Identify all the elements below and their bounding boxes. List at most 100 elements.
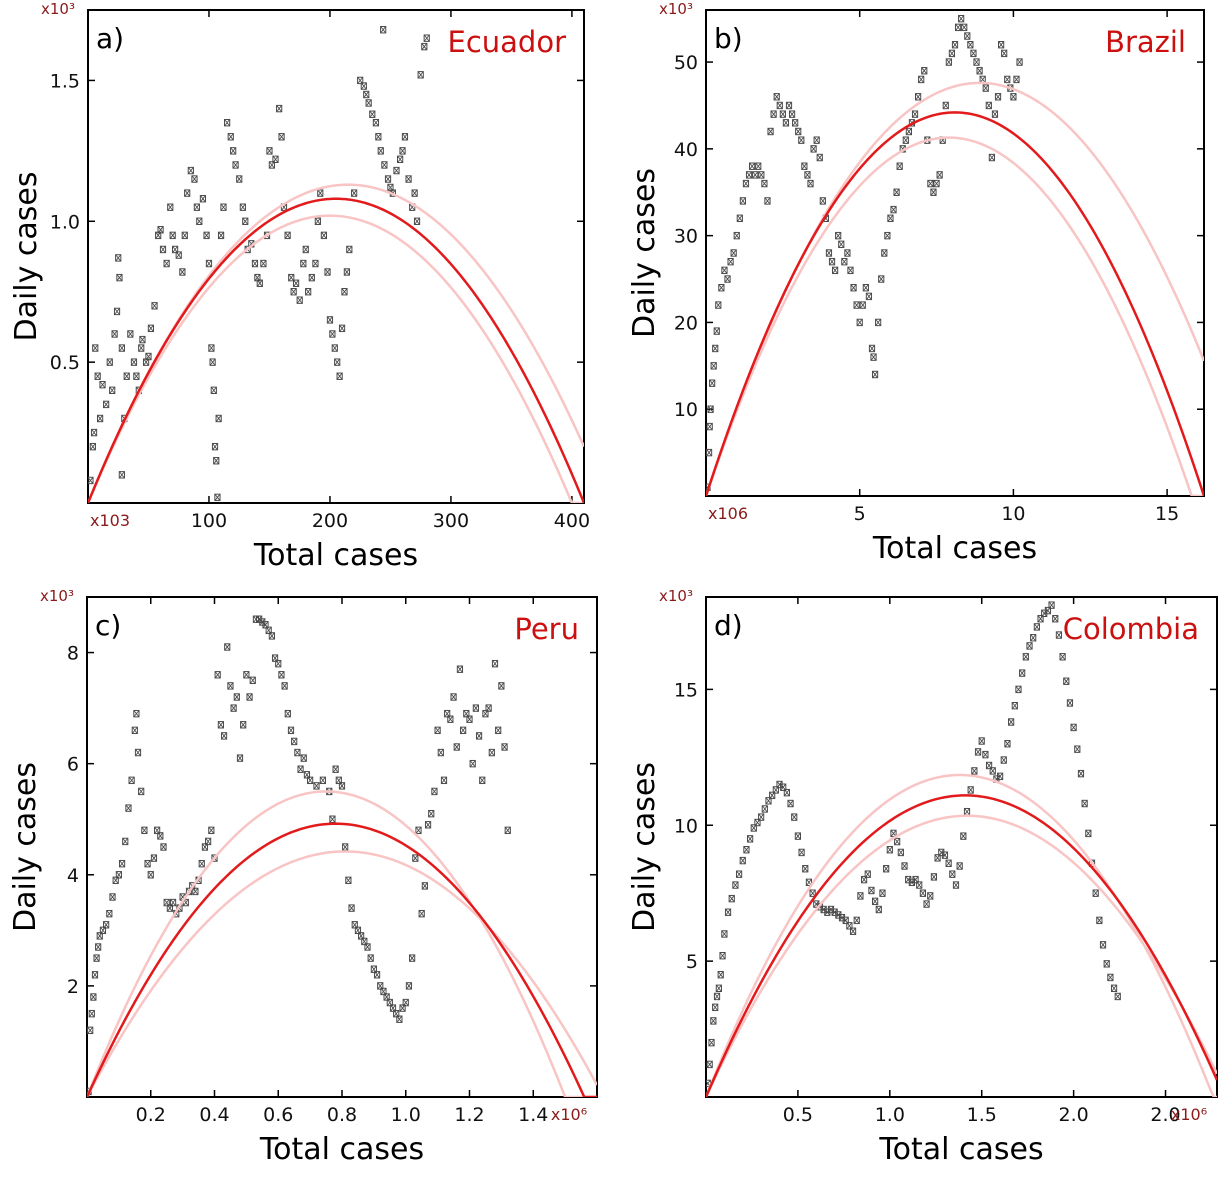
data-point xyxy=(791,813,798,821)
data-point xyxy=(276,104,283,113)
data-point xyxy=(381,161,388,169)
data-point xyxy=(163,259,170,268)
data-point xyxy=(196,217,203,225)
data-point xyxy=(841,257,848,266)
data-point xyxy=(930,188,937,196)
confidence-lower xyxy=(706,136,1204,496)
data-point xyxy=(853,916,860,925)
data-point xyxy=(739,197,746,205)
data-point xyxy=(287,726,295,735)
data-point xyxy=(128,776,135,785)
data-point xyxy=(324,268,331,276)
data-point xyxy=(901,862,908,870)
x-axis-label: Total cases xyxy=(872,531,1037,566)
data-point xyxy=(1004,75,1011,84)
data-point xyxy=(472,704,479,712)
data-point xyxy=(728,894,735,903)
data-point xyxy=(933,179,940,188)
data-point xyxy=(733,231,740,240)
data-point xyxy=(706,1060,713,1069)
confidence-upper xyxy=(706,81,1204,496)
data-point xyxy=(1074,745,1081,753)
data-point xyxy=(949,870,956,878)
data-point xyxy=(431,787,438,796)
data-point xyxy=(857,892,864,900)
x-tick-label: 1.2 xyxy=(454,1104,484,1126)
data-point xyxy=(127,330,134,338)
x-tick-label: 0.2 xyxy=(136,1104,166,1126)
data-point xyxy=(205,259,213,268)
data-point xyxy=(721,266,728,275)
data-point xyxy=(1026,642,1033,650)
data-point xyxy=(879,889,886,897)
data-point xyxy=(424,821,432,829)
data-points xyxy=(88,26,430,502)
data-point xyxy=(856,318,863,327)
data-point xyxy=(456,665,464,673)
y-tick-label: 40 xyxy=(674,139,698,161)
data-point xyxy=(713,992,721,1001)
data-point xyxy=(479,776,486,785)
x-tick-label: 10 xyxy=(1001,503,1025,525)
data-point xyxy=(712,1003,719,1012)
data-point xyxy=(111,330,118,338)
data-point xyxy=(1052,615,1059,623)
data-point xyxy=(862,284,869,292)
data-point xyxy=(875,318,882,327)
x-tick-label: 2.0 xyxy=(1059,1104,1089,1126)
data-point xyxy=(945,859,952,868)
panel-peru: 0.2 0.4 0.6 0.8 1.0 1.2 1.4 2 4 6 8 x10⁶ x10³ Total c… xyxy=(8,587,598,1167)
data-point xyxy=(752,171,759,179)
data-point xyxy=(291,737,298,746)
data-point xyxy=(211,442,219,451)
data-point xyxy=(169,898,177,907)
data-point xyxy=(232,161,239,169)
data-point xyxy=(802,865,809,873)
data-point xyxy=(383,993,390,1001)
data-point xyxy=(875,905,882,914)
data-point xyxy=(475,732,483,740)
data-point xyxy=(785,101,793,110)
data-point xyxy=(214,671,221,679)
data-point xyxy=(134,748,142,757)
data-point xyxy=(886,846,893,854)
data-point xyxy=(217,231,225,240)
data-point xyxy=(99,380,106,389)
data-point xyxy=(103,921,110,929)
data-point xyxy=(217,721,224,729)
data-point xyxy=(715,984,722,993)
data-point xyxy=(1070,723,1077,732)
data-point xyxy=(380,26,387,34)
x-tick-label: 200 xyxy=(312,510,348,532)
y-tick-label: 50 xyxy=(674,52,698,74)
data-point xyxy=(967,41,974,49)
data-point xyxy=(973,58,980,66)
data-point xyxy=(230,704,237,712)
confidence-lower xyxy=(87,850,597,1097)
data-point xyxy=(707,405,714,413)
data-point xyxy=(708,1038,715,1047)
data-point xyxy=(92,344,99,352)
data-point xyxy=(767,127,774,136)
data-point xyxy=(256,279,263,287)
data-point xyxy=(357,76,364,85)
data-point xyxy=(982,84,989,92)
data-point xyxy=(871,370,879,379)
x-tick-label: 1.5 xyxy=(967,1104,997,1126)
data-point xyxy=(710,1017,717,1025)
confidence-upper xyxy=(706,773,1217,1097)
data-point xyxy=(239,203,246,211)
data-point xyxy=(329,815,336,823)
data-point xyxy=(138,787,145,796)
country-label: Colombia xyxy=(1063,612,1199,646)
data-point xyxy=(213,457,220,465)
data-point xyxy=(735,870,743,878)
data-point xyxy=(835,231,842,240)
data-point xyxy=(249,676,256,685)
data-point xyxy=(779,110,786,118)
data-point xyxy=(1048,601,1055,609)
data-point xyxy=(1096,916,1103,925)
data-point xyxy=(466,715,473,723)
data-point xyxy=(275,659,282,668)
